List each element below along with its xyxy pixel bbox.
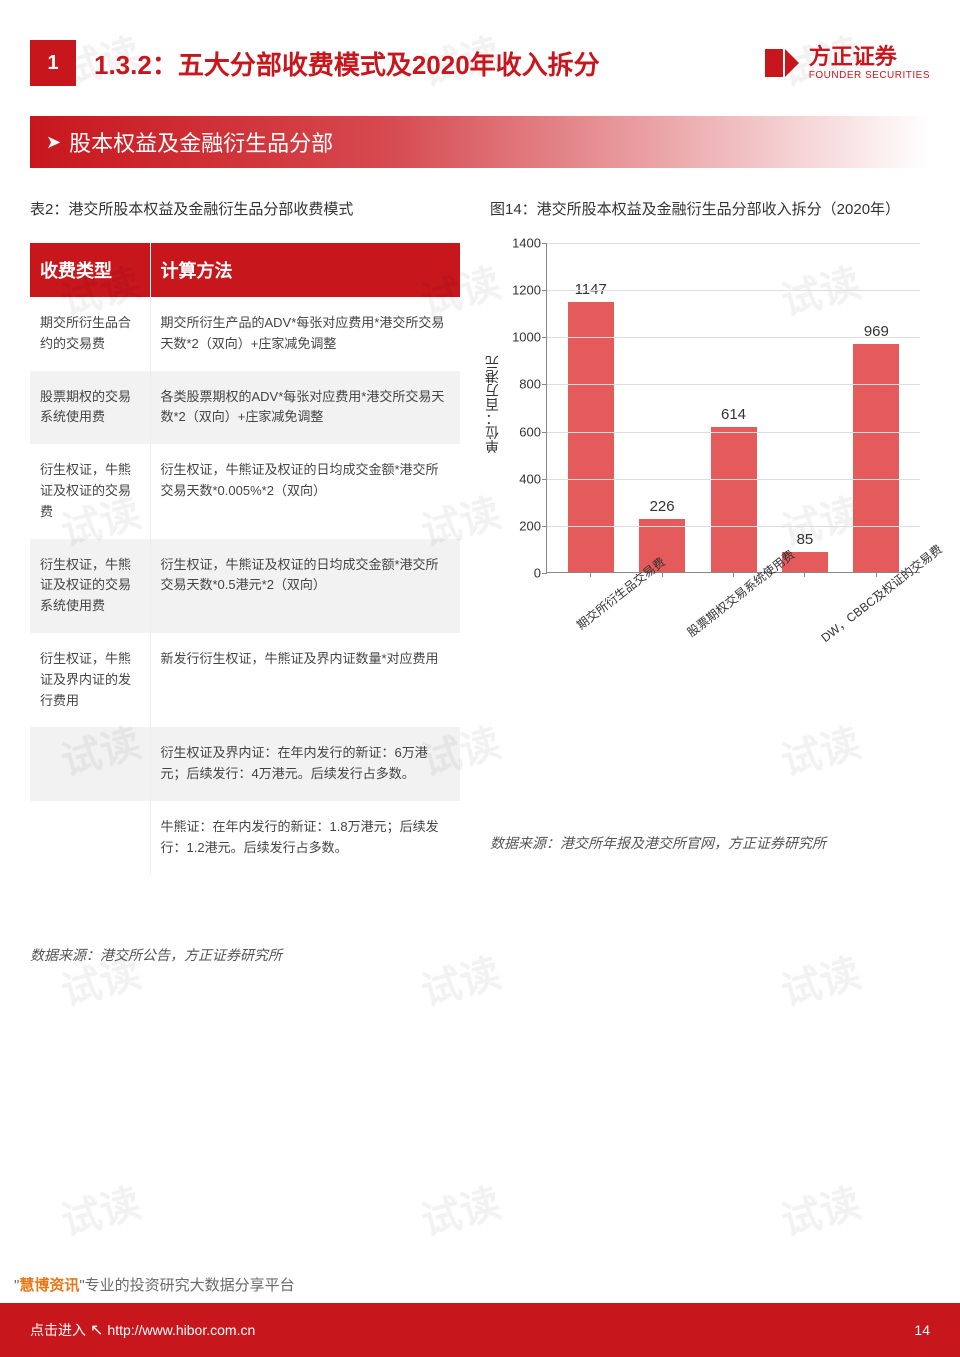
table-cell: 股票期权的交易系统使用费 (30, 371, 150, 445)
y-tick-label: 600 (519, 424, 547, 439)
bar-value-label: 1147 (575, 281, 607, 298)
page-title: 1.3.2：五大分部收费模式及2020年收入拆分 (94, 45, 761, 82)
platform-tag: "慧博资讯"专业的投资研究大数据分享平台 (14, 1274, 295, 1295)
chart-bar (853, 344, 899, 572)
bar-group: 969 (841, 243, 912, 572)
subsection-title: 股本权益及金融衍生品分部 (69, 126, 333, 158)
bar-group: 1147 (555, 243, 626, 572)
table-cell: 牛熊证：在年内发行的新证：1.8万港元；后续发行：1.2港元。后续发行占多数。 (150, 801, 460, 875)
bar-group: 85 (769, 243, 840, 572)
table-row: 衍生权证，牛熊证及界内证的发行费用新发行衍生权证，牛熊证及界内证数量*对应费用 (30, 633, 460, 727)
chart-bar (711, 427, 757, 572)
table-cell: 期交所衍生品合约的交易费 (30, 297, 150, 371)
table-cell: 新发行衍生权证，牛熊证及界内证数量*对应费用 (150, 633, 460, 727)
y-tick-label: 1200 (512, 283, 547, 298)
watermark: 试读 (54, 1171, 146, 1248)
table-header-cell: 计算方法 (150, 243, 460, 297)
bar-value-label: 226 (650, 498, 675, 515)
arrow-icon: ➤ (46, 132, 61, 153)
y-tick-label: 800 (519, 377, 547, 392)
chart-caption: 图14：港交所股本权益及金融衍生品分部收入拆分（2020年） (490, 198, 930, 219)
subsection-banner: ➤ 股本权益及金融衍生品分部 (30, 116, 930, 168)
chart-bar (568, 302, 614, 572)
y-tick-label: 1400 (512, 236, 547, 251)
table-cell: 期交所衍生产品的ADV*每张对应费用*港交所交易天数*2（双向）+庄家减免调整 (150, 297, 460, 371)
table-cell: 衍生权证，牛熊证及权证的日均成交金额*港交所交易天数*0.005%*2（双向） (150, 444, 460, 538)
table-row: 股票期权的交易系统使用费各类股票期权的ADV*每张对应费用*港交所交易天数*2（… (30, 371, 460, 445)
watermark: 试读 (414, 1171, 506, 1248)
bar-value-label: 85 (797, 531, 814, 548)
table-cell: 各类股票期权的ADV*每张对应费用*港交所交易天数*2（双向）+庄家减免调整 (150, 371, 460, 445)
y-tick-label: 400 (519, 471, 547, 486)
chart-source: 数据来源：港交所年报及港交所官网，方正证券研究所 (490, 833, 930, 853)
logo-icon (761, 43, 801, 83)
table-cell: 衍生权证及界内证：在年内发行的新证：6万港元；后续发行：4万港元。后续发行占多数… (150, 727, 460, 801)
table-row: 期交所衍生品合约的交易费期交所衍生产品的ADV*每张对应费用*港交所交易天数*2… (30, 297, 460, 371)
table-caption: 表2：港交所股本权益及金融衍生品分部收费模式 (30, 198, 460, 219)
table-row: 衍生权证，牛熊证及权证的交易系统使用费衍生权证，牛熊证及权证的日均成交金额*港交… (30, 539, 460, 633)
fee-model-table: 收费类型 计算方法 期交所衍生品合约的交易费期交所衍生产品的ADV*每张对应费用… (30, 243, 460, 875)
table-cell (30, 727, 150, 801)
table-row: 牛熊证：在年内发行的新证：1.8万港元；后续发行：1.2港元。后续发行占多数。 (30, 801, 460, 875)
y-tick-label: 0 (534, 566, 547, 581)
footer-click-text: 点击进入 (30, 1320, 86, 1340)
bar-group: 614 (698, 243, 769, 572)
table-cell: 衍生权证，牛熊证及权证的日均成交金额*港交所交易天数*0.5港元*2（双向） (150, 539, 460, 633)
table-row: 衍生权证，牛熊证及权证的交易费衍生权证，牛熊证及权证的日均成交金额*港交所交易天… (30, 444, 460, 538)
y-axis-label: 单位：百万港元 (482, 355, 502, 453)
footer-url[interactable]: http://www.hibor.com.cn (107, 1322, 255, 1338)
revenue-bar-chart: 单位：百万港元 114722661485969 0200400600800100… (490, 243, 930, 703)
watermark: 试读 (774, 1171, 866, 1248)
table-cell: 衍生权证，牛熊证及权证的交易系统使用费 (30, 539, 150, 633)
section-number-badge: 1 (30, 40, 76, 86)
table-cell: 衍生权证，牛熊证及界内证的发行费用 (30, 633, 150, 727)
y-tick-label: 200 (519, 518, 547, 533)
page-header: 1 1.3.2：五大分部收费模式及2020年收入拆分 方正证券 FOUNDER … (0, 0, 960, 96)
page-footer: 点击进入 ↖ http://www.hibor.com.cn 14 (0, 1303, 960, 1357)
table-row: 衍生权证及界内证：在年内发行的新证：6万港元；后续发行：4万港元。后续发行占多数… (30, 727, 460, 801)
company-logo: 方正证券 FOUNDER SECURITIES (761, 43, 930, 83)
table-source: 数据来源：港交所公告，方正证券研究所 (30, 945, 930, 965)
bar-value-label: 614 (721, 406, 746, 423)
table-cell: 衍生权证，牛熊证及权证的交易费 (30, 444, 150, 538)
table-cell (30, 801, 150, 875)
y-tick-label: 1000 (512, 330, 547, 345)
page-number: 14 (914, 1322, 930, 1338)
cursor-icon: ↖ (90, 1320, 103, 1340)
table-header-cell: 收费类型 (30, 243, 150, 297)
logo-text-cn: 方正证券 (809, 45, 930, 69)
logo-text-en: FOUNDER SECURITIES (809, 70, 930, 81)
bar-group: 226 (626, 243, 697, 572)
